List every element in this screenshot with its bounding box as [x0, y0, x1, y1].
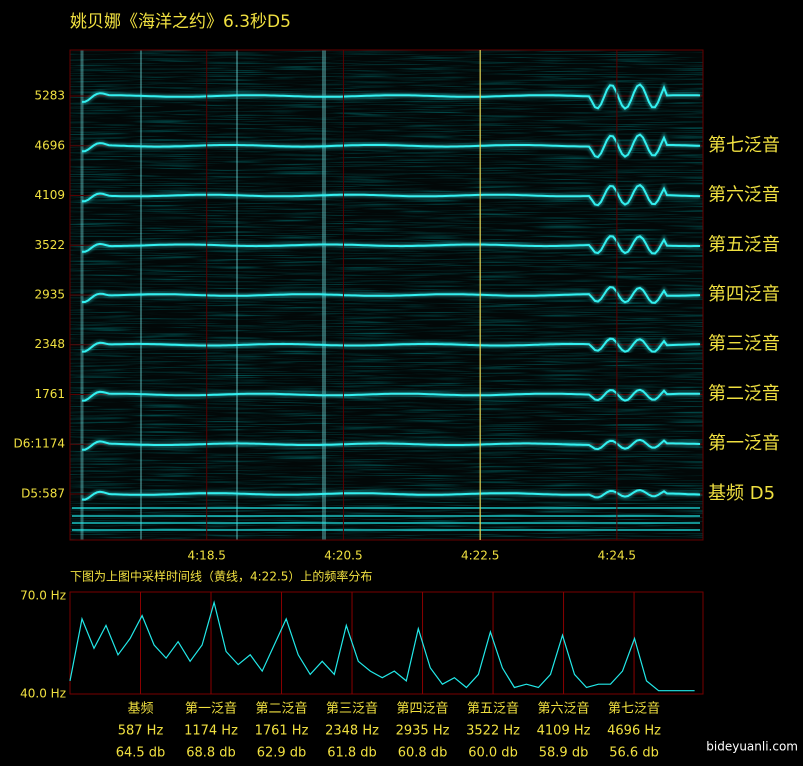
- peak-db: 68.8 db: [186, 746, 236, 761]
- peak-db: 58.9 db: [539, 746, 589, 761]
- harmonic-trace: [81, 489, 701, 501]
- peak-name: 第二泛音: [256, 701, 308, 717]
- peak-freq: 4109 Hz: [537, 724, 591, 739]
- y-tick-label: D5:587: [21, 486, 65, 500]
- peak-db: 62.9 db: [257, 746, 307, 761]
- peak-freq: 1761 Hz: [255, 724, 309, 739]
- harmonic-label: 第五泛音: [708, 234, 780, 255]
- harmonic-trace: [81, 388, 700, 402]
- peak-freq: 587 Hz: [118, 724, 164, 739]
- caption: 下图为上图中采样时间线（黄线，4:22.5）上的频率分布: [70, 569, 372, 584]
- y-tick-label: 4109: [34, 188, 65, 202]
- harmonic-trace: [81, 235, 700, 255]
- peak-name: 第四泛音: [397, 701, 449, 717]
- y-tick-label: 70.0 Hz: [20, 589, 66, 603]
- spectrum-frame: [69, 591, 704, 695]
- x-tick-label: 4:22.5: [461, 549, 499, 563]
- harmonic-label: 第四泛音: [708, 284, 780, 305]
- x-tick-label: 4:24.5: [598, 549, 636, 563]
- harmonic-trace: [81, 83, 701, 110]
- peak-name: 第五泛音: [467, 701, 519, 717]
- harmonic-label: 第六泛音: [708, 185, 780, 206]
- low-lines: [72, 507, 700, 531]
- peak-freq: 3522 Hz: [466, 724, 520, 739]
- harmonic-label: 第一泛音: [708, 433, 780, 454]
- peak-db: 60.8 db: [398, 746, 448, 761]
- harmonic-label: 基频 D5: [708, 483, 775, 504]
- harmonic-trace: [82, 133, 701, 159]
- peak-db: 56.6 db: [609, 746, 659, 761]
- harmonic-label: 第二泛音: [708, 383, 780, 404]
- chart-title: 姚贝娜《海洋之约》6.3秒D5: [70, 12, 291, 32]
- y-tick-label: 40.0 Hz: [20, 687, 66, 701]
- peak-name: 第三泛音: [326, 701, 378, 717]
- peak-db: 60.0 db: [468, 746, 518, 761]
- harmonic-label: 第七泛音: [708, 135, 780, 156]
- y-tick-label: 1761: [34, 387, 65, 401]
- y-tick-label: D6:1174: [14, 437, 65, 451]
- y-tick-label: 2348: [34, 337, 65, 351]
- y-tick-label: 3522: [34, 238, 65, 252]
- y-tick-label: 2935: [34, 288, 65, 302]
- harmonic-label: 第三泛音: [708, 334, 780, 355]
- peak-freq: 2348 Hz: [325, 724, 379, 739]
- harmonic-trace: [82, 438, 701, 451]
- peak-name: 基频: [127, 702, 153, 717]
- peak-name: 第七泛音: [608, 701, 660, 717]
- spectrum-line: [69, 600, 695, 692]
- y-tick-label: 5283: [34, 89, 65, 103]
- peak-freq: 1174 Hz: [184, 724, 238, 739]
- harmonic-trace: [82, 286, 701, 304]
- x-tick-label: 4:20.5: [324, 549, 362, 563]
- peak-db: 64.5 db: [116, 746, 166, 761]
- watermark: bideyuanli.com: [706, 740, 798, 754]
- peak-name: 第六泛音: [538, 701, 590, 717]
- x-tick-label: 4:18.5: [188, 549, 226, 563]
- y-tick-label: 4696: [34, 138, 65, 152]
- peak-name: 第一泛音: [185, 701, 237, 717]
- harmonic-trace: [81, 183, 701, 207]
- peak-db: 61.8 db: [327, 746, 377, 761]
- harmonic-trace: [81, 337, 701, 353]
- peak-freq: 2935 Hz: [396, 724, 450, 739]
- peak-freq: 4696 Hz: [607, 724, 661, 739]
